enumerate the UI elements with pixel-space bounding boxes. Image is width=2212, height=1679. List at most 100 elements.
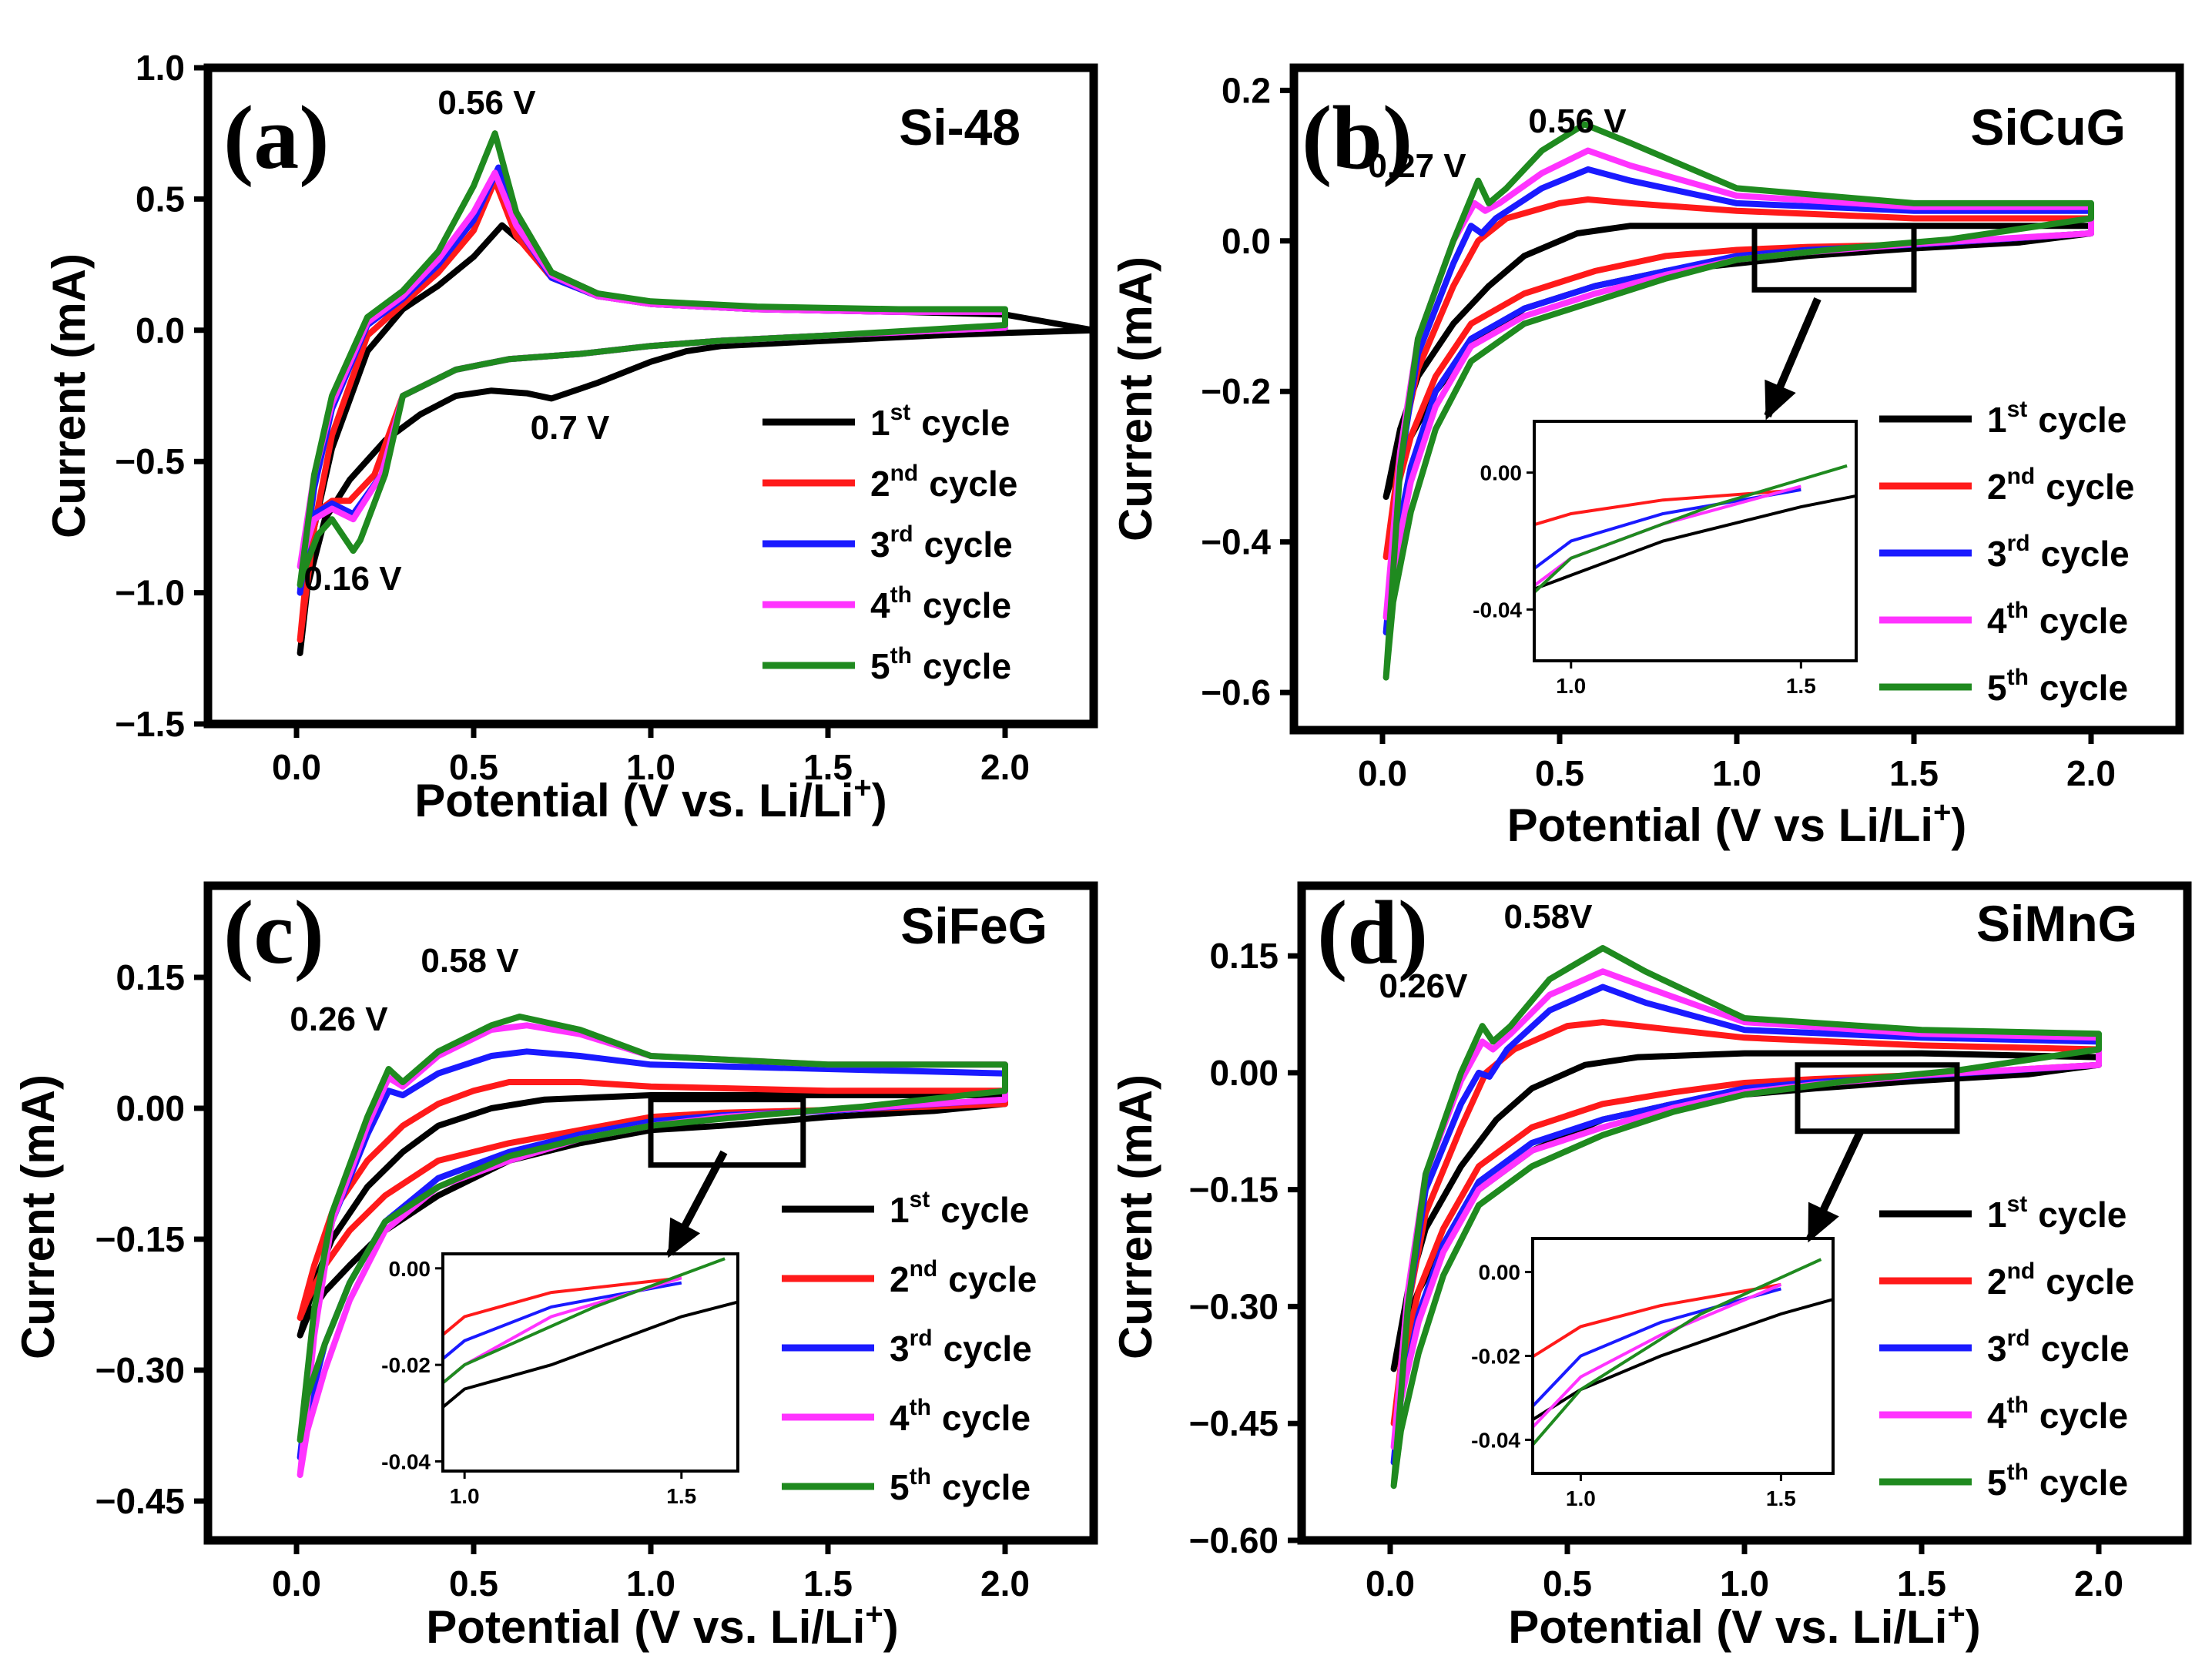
y-tick-label: −0.30: [96, 1350, 185, 1390]
legend-label-3: 3rd cycle: [890, 1325, 1032, 1369]
zoom-box: [648, 1097, 806, 1168]
legend-label-1: 1st cycle: [1987, 1191, 2127, 1235]
inset-series-line-4: [1534, 1283, 1782, 1428]
peak-annotation: 0.16 V: [303, 560, 402, 598]
inset-series-line-5: [1534, 1258, 1822, 1446]
legend-word: cycle: [2041, 534, 2130, 574]
y-tick-label: 0.5: [136, 179, 185, 219]
inset-series-group: [1536, 464, 1855, 594]
zoom-arrow-head: [1765, 379, 1796, 421]
legend-sup: th: [2007, 1459, 2029, 1485]
y-tick-label: −0.45: [96, 1481, 185, 1521]
peak-annotation: 0.56 V: [1528, 102, 1627, 140]
legend-label-1: 1st cycle: [870, 400, 1010, 443]
legend-sup: rd: [910, 1325, 933, 1351]
legend-sup: nd: [2007, 1258, 2036, 1284]
legend-num: 4: [870, 585, 890, 625]
x-tick-label: 0.5: [1535, 753, 1584, 793]
inset-series-line-2: [444, 1276, 682, 1335]
legend-word: cycle: [929, 464, 1017, 504]
y-axis-title: Current (mA): [12, 1074, 64, 1359]
x-tick-label: 0.0: [272, 1563, 321, 1604]
inset-y-tick-label: 0.00: [1479, 1261, 1521, 1285]
y-tick-label: −0.6: [1201, 672, 1271, 712]
y-tick-label: −0.15: [96, 1219, 185, 1259]
legend-label-5: 5th cycle: [1987, 1459, 2128, 1503]
panel-label: (b): [1302, 87, 1413, 188]
series-group: [297, 1014, 1008, 1478]
legend-label-3: 3rd cycle: [870, 521, 1013, 565]
legend-sup: th: [910, 1464, 931, 1490]
legend-label-5: 5th cycle: [870, 643, 1011, 686]
x-axis-title-main: Potential (V vs. Li/Li: [1508, 1601, 1947, 1653]
zoom-arrow-head: [668, 1217, 701, 1258]
y-tick-label: 0.15: [1209, 936, 1279, 976]
legend-num: 4: [890, 1398, 910, 1438]
inset-y-tick-label: 0.00: [1480, 461, 1523, 485]
legend-num: 3: [1987, 534, 2007, 574]
legend-label-5: 5th cycle: [1987, 665, 2128, 708]
legend-label-5: 5th cycle: [890, 1464, 1031, 1507]
peak-annotation: 0.27 V: [1368, 147, 1466, 185]
inset-frame: [441, 1252, 739, 1473]
y-tick-label: 1.0: [136, 48, 185, 88]
legend-sup: th: [890, 582, 912, 608]
peak-annotation: 0.26V: [1379, 967, 1469, 1005]
y-tick-label: −0.30: [1189, 1286, 1279, 1326]
legend-label-2: 2nd cycle: [1987, 464, 2134, 507]
inset-x-tick-label: 1.0: [1566, 1486, 1596, 1510]
legend-sup: th: [2007, 598, 2029, 623]
legend-label-1: 1st cycle: [890, 1187, 1029, 1230]
x-axis-title-main: Potential (V vs. Li/Li: [414, 775, 853, 826]
y-tick-label: −0.45: [1189, 1403, 1279, 1443]
legend-label-3: 3rd cycle: [1987, 1325, 2130, 1369]
legend-word: cycle: [921, 403, 1010, 443]
legend-num: 5: [1987, 1463, 2007, 1503]
legend-word: cycle: [948, 1259, 1037, 1299]
y-tick-label: −0.15: [1189, 1170, 1279, 1210]
x-tick-label: 1.0: [1712, 753, 1761, 793]
series-line-4: [297, 169, 1008, 570]
panel-label: (d): [1317, 882, 1428, 983]
zoom-box: [1795, 1062, 1960, 1134]
legend-num: 2: [1987, 467, 2007, 507]
inset-series-line-3: [1536, 488, 1801, 570]
x-tick-label: 1.5: [1889, 753, 1939, 793]
x-tick-label: 0.0: [1358, 753, 1407, 793]
x-tick-label: 2.0: [980, 1563, 1030, 1604]
x-axis-title-sup: +: [853, 771, 871, 805]
inset-series-line-3: [444, 1281, 682, 1360]
legend-num: 1: [870, 403, 890, 443]
y-tick-label: −0.2: [1201, 371, 1271, 411]
legend-word: cycle: [943, 1329, 1032, 1369]
series-group: [1390, 945, 2102, 1490]
legend-num: 4: [1987, 601, 2007, 641]
inset-series-line-1: [1534, 1298, 1832, 1421]
legend-sup: nd: [890, 461, 919, 486]
inset-y-tick-label: -0.04: [381, 1449, 431, 1473]
peak-annotation: 0.58V: [1504, 898, 1594, 936]
series-line-5: [1382, 121, 2094, 681]
y-tick-label: 0.15: [116, 957, 185, 997]
zoom-box: [1751, 223, 1917, 293]
legend-num: 1: [1987, 400, 2007, 440]
x-tick-label: 1.0: [626, 747, 675, 787]
peak-annotation: 0.56 V: [437, 84, 536, 122]
y-tick-label: 0.0: [136, 310, 185, 350]
legend-num: 1: [1987, 1195, 2007, 1235]
sample-name: SiFeG: [900, 897, 1047, 954]
x-tick-label: 1.0: [1720, 1563, 1769, 1604]
y-tick-label: −0.60: [1189, 1520, 1279, 1560]
x-axis-title: Potential (V vs. Li/Li+): [426, 1597, 898, 1653]
legend-label-1: 1st cycle: [1987, 397, 2127, 440]
y-tick-label: −1.5: [115, 704, 185, 744]
series-group: [1382, 121, 2094, 681]
series-line-1: [297, 222, 1090, 656]
y-tick-label: −0.5: [115, 441, 185, 481]
legend-sup: nd: [2007, 464, 2036, 489]
x-tick-label: 1.5: [1897, 1563, 1946, 1604]
legend-word: cycle: [2046, 467, 2134, 507]
legend-word: cycle: [2046, 1262, 2134, 1302]
legend-sup: th: [2007, 1392, 2029, 1418]
